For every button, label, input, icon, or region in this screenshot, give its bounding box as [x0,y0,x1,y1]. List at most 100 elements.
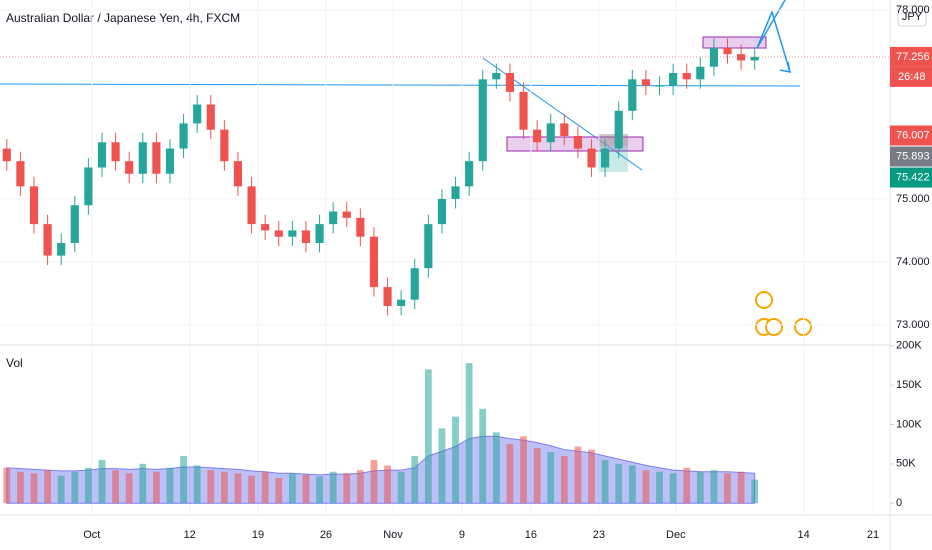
volume-bar [193,465,201,504]
candle-body [16,161,25,187]
candle-body [2,148,11,162]
volume-bar [370,459,378,504]
volume-bar [302,474,310,504]
forecast-arrow [756,0,786,49]
candle-body [288,230,297,237]
volume-bar [98,459,106,504]
candle-body [111,142,120,162]
volume-bar [152,471,160,504]
volume-bar [424,369,432,504]
countdown: 26:48 [898,71,926,83]
x-tick-label: 12 [184,529,196,541]
candle-body [451,186,460,199]
volume-bar [234,473,242,504]
volume-bar [560,455,568,504]
candle-body [138,142,147,174]
volume-bar [588,449,595,504]
candle-body [329,211,338,225]
volume-bar [329,471,337,504]
x-tick-label: 26 [320,529,332,541]
volume-bar [125,473,133,504]
candle-body [356,217,365,237]
volume-bar [628,465,636,504]
event-icon[interactable] [794,318,812,336]
candle-body [29,186,39,225]
event-icon[interactable] [755,291,773,309]
currency-button[interactable] [897,5,927,27]
y-tick-label: 0 [896,497,902,509]
volume-bar [30,473,38,504]
candle-body [342,211,351,218]
x-tick-label: Oct [83,529,100,541]
candle-body [369,236,379,288]
volume-bar [207,470,215,504]
volume-bar [547,452,555,504]
volume-bar [479,408,487,504]
candle-body [43,224,52,256]
candle-body [628,79,637,111]
candle-body [57,243,66,256]
currency-label[interactable]: JPY [902,11,923,23]
volume-bar [261,471,269,504]
candle-body [437,198,447,225]
volume-bar [288,473,296,504]
candle-body [397,299,406,306]
volume-bar [71,471,79,504]
y-tick-label: 200K [896,340,922,352]
candle-body [614,110,623,149]
candle-body [165,148,175,174]
volume-bar [411,455,419,504]
volume-bar [533,448,541,504]
volume-bar [669,473,677,504]
volume-bar [710,470,718,504]
x-tick-label: 19 [252,529,264,541]
price-label-box [890,167,932,188]
candle-body [125,161,134,174]
candle-body [696,66,705,80]
candle-body [533,129,542,143]
volume-bar [3,467,11,504]
volume-bar [275,478,283,504]
event-icon[interactable] [765,318,783,336]
price-label: 77.256 [896,51,930,63]
volume-bar [112,470,119,504]
candle-body [220,129,229,162]
x-tick-label: 9 [459,529,465,541]
candle-body [465,161,474,187]
candle-body [383,287,392,306]
volume-bar [520,436,527,504]
candle-body [193,104,202,124]
y-tick-label: 73.000 [896,319,930,331]
candle-body [750,56,759,61]
x-tick-label: Nov [383,529,403,541]
volume-bar [248,475,255,504]
candle-body [519,91,528,130]
candle-body [587,148,596,168]
candle-body [274,230,283,237]
chart-title: Australian Dollar / Japanese Yen, 4h, FX… [6,11,240,25]
candle-body [478,79,487,162]
candle-body [682,73,691,80]
price-label: 75.893 [896,150,930,162]
candle-body [505,73,515,92]
volume-bar [751,479,759,504]
volume-bar [180,455,187,504]
candle-body [709,47,718,67]
candle-body [669,73,678,86]
volume-bar [642,470,650,504]
volume-bar [397,471,405,504]
arrow-head [779,61,791,73]
volume-bar [220,471,228,504]
price-label-box [890,146,932,167]
candle-body [261,224,270,231]
candle-body [206,104,215,130]
volume-bar [656,471,663,504]
volume-bar [724,473,731,504]
horizontal-line [0,83,801,87]
candle-body [546,123,555,143]
price-label-box [890,125,932,146]
volume-bar [16,471,24,504]
volume-bar [506,444,514,504]
volume-bar [465,363,473,504]
